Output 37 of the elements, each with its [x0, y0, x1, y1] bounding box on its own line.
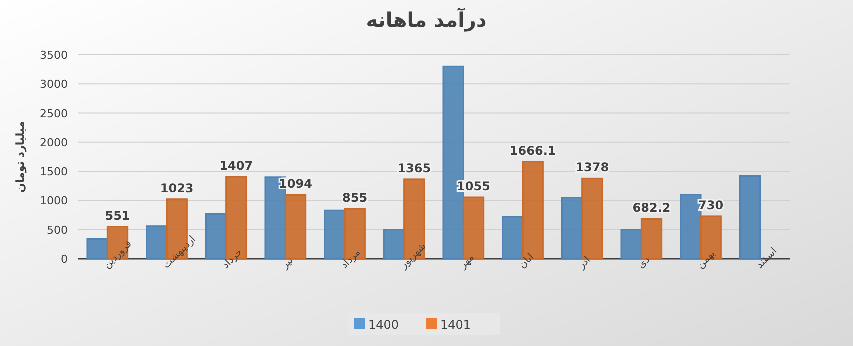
data-label: 1365 [398, 161, 432, 176]
x-tick-label: مهر [457, 252, 477, 272]
bar [86, 238, 108, 260]
y-tick-label: 3000 [40, 78, 68, 92]
data-label: 1378 [576, 160, 610, 175]
y-tick-label: 2000 [40, 136, 68, 150]
bar [383, 229, 406, 260]
x-tick-label: شهریور [398, 241, 429, 272]
chart-title: درآمد ماهانه [366, 7, 487, 32]
x-tick-label: اردیبهشت [161, 234, 198, 272]
x-tick-label: فروردین [102, 238, 135, 272]
legend-label: 1400 [368, 318, 400, 332]
x-tick-label: خرداد [220, 246, 245, 272]
x-tick-label: ابان [517, 252, 536, 272]
data-label: 682.2 [632, 201, 671, 216]
x-tick-label: بهمن [695, 248, 718, 272]
bar [620, 229, 642, 260]
data-label: 1666.1 [510, 144, 556, 158]
x-tick-label: اذر [576, 254, 593, 272]
legend-label: 1401 [440, 318, 472, 332]
y-tick-label: 500 [47, 224, 68, 237]
y-tick-label: 0 [61, 253, 68, 266]
x-tick-label: دی [636, 254, 652, 272]
data-label: 1023 [160, 181, 194, 196]
x-tick-label: مرداد [339, 247, 364, 272]
y-tick-label: 3500 [40, 49, 68, 62]
y-tick-label: 1500 [40, 166, 68, 179]
bar [284, 194, 307, 260]
y-tick-label: 1000 [40, 194, 68, 208]
x-tick-label: تیر [279, 255, 296, 272]
data-label: 855 [342, 191, 368, 206]
bar [640, 218, 663, 260]
data-label: 551 [105, 208, 130, 223]
y-axis-title: میلیارد تومان [14, 121, 27, 193]
data-label: 1407 [220, 158, 254, 173]
y-tick-label: 2500 [40, 107, 68, 120]
bar [561, 197, 584, 260]
